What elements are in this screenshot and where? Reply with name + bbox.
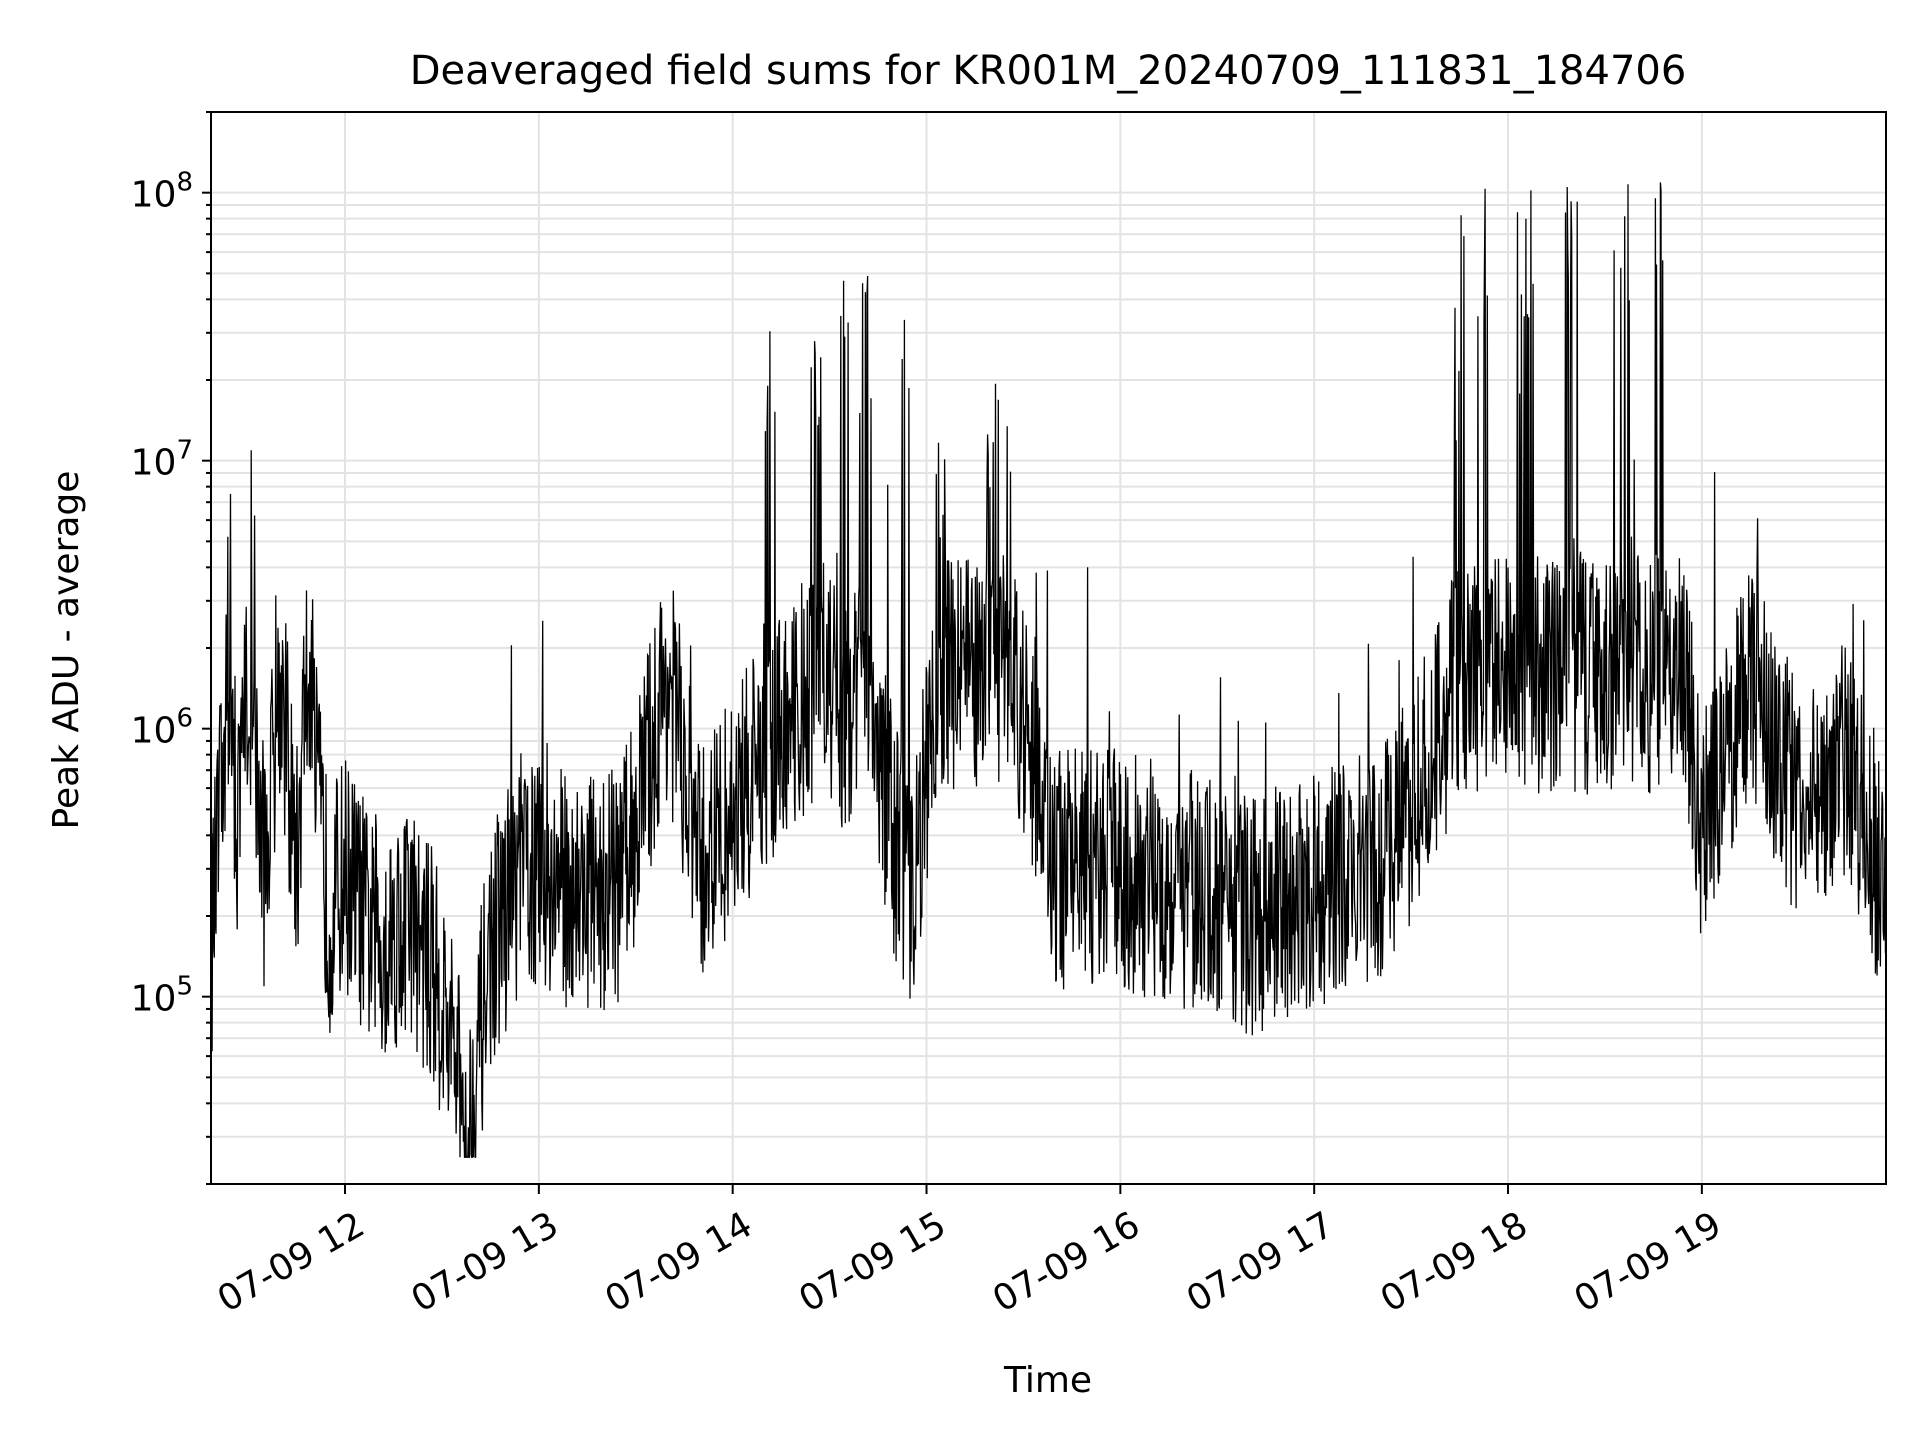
y-tick-label: 108 [131, 168, 193, 216]
y-axis: 105 106 107 108 [131, 111, 211, 1185]
y-tick-label: 107 [131, 436, 193, 484]
y-axis-label: Peak ADU - average [46, 471, 87, 830]
chart-title: Deaveraged field sums for KR001M_2024070… [410, 48, 1687, 94]
series-layer [211, 182, 1886, 1158]
x-axis-label: Time [1003, 1360, 1092, 1401]
y-tick-label: 106 [131, 704, 193, 752]
y-tick-label: 105 [131, 972, 193, 1020]
series-line [211, 182, 1886, 1158]
grid-layer [211, 111, 1886, 1185]
